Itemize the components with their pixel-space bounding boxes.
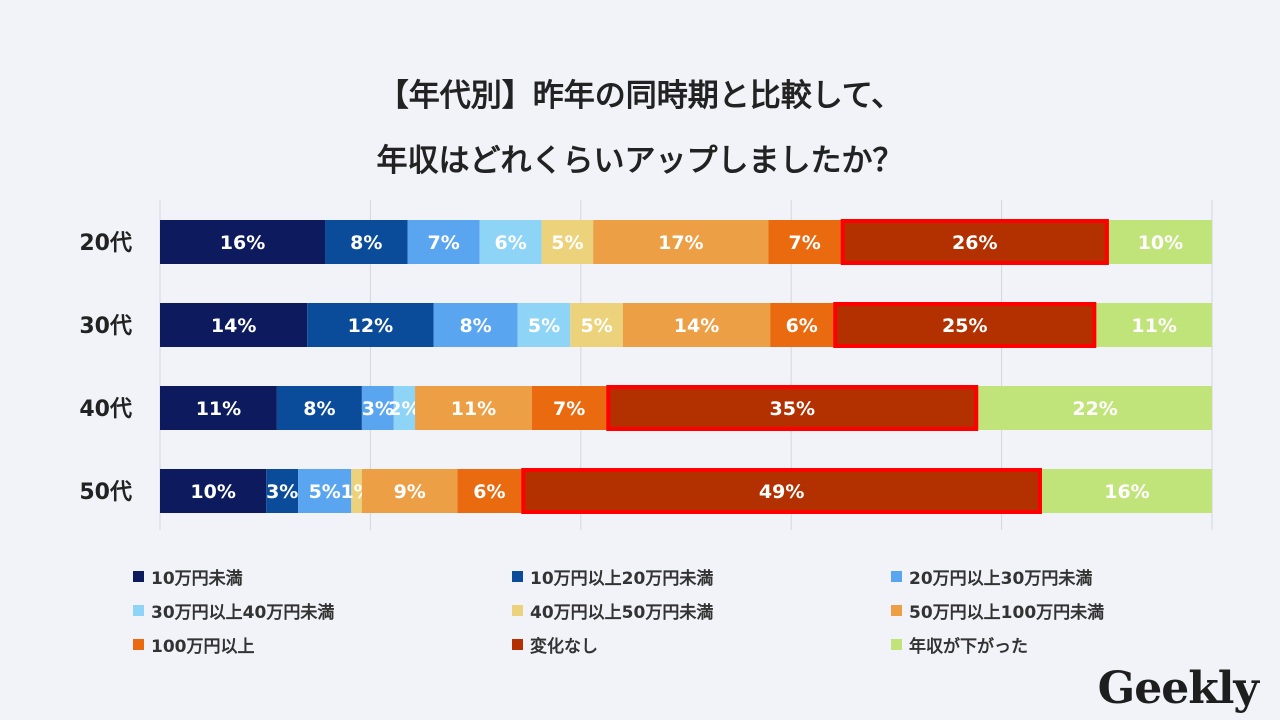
data-label: 7% [788,232,820,254]
bar-segment [361,386,394,430]
data-label: 6% [473,481,505,503]
bar-segment [160,220,326,264]
data-label: 11% [196,398,241,420]
data-label: 2% [388,398,420,420]
data-label: 7% [427,232,459,254]
bar-segment [457,469,522,513]
data-label: 5% [528,315,560,337]
data-label: 7% [553,398,585,420]
bar-segment [1041,469,1212,513]
bar-segment [517,303,571,347]
data-label: 8% [303,398,335,420]
bar-segment [622,303,771,347]
data-label: 10% [1138,232,1183,254]
data-label: 26% [952,232,997,254]
data-label: 5% [580,315,612,337]
highlight-outline [833,302,1097,348]
bar-segment [833,303,1097,347]
category-label: 40代 [79,397,132,422]
data-label: 3% [362,398,394,420]
data-label: 14% [674,315,719,337]
data-label: 8% [350,232,382,254]
data-label: 12% [348,315,393,337]
chart-title-line-1: 【年代別】昨年の同時期と比較して、 [377,78,903,114]
highlight-outline [521,468,1042,514]
data-label: 6% [786,315,818,337]
category-label: 50代 [79,480,132,505]
bar-segment [361,469,458,513]
data-label: 5% [309,481,341,503]
data-label: 3% [266,481,298,503]
data-label: 6% [495,232,527,254]
data-label: 35% [770,398,815,420]
bar-segment [266,469,299,513]
data-label: 16% [220,232,265,254]
bar-segment [768,220,841,264]
bar-segment [570,303,623,347]
data-label: 14% [211,315,256,337]
bar-segment [521,469,1042,513]
bar-segment [351,469,362,513]
category-label: 20代 [79,231,132,256]
bar-segment [593,220,769,264]
bar-segment [531,386,607,430]
data-label: 49% [759,481,804,503]
bar-segment [978,386,1212,430]
bar-segment [770,303,834,347]
bar-segment [160,386,277,430]
bar-segment [1096,303,1212,347]
data-label: 25% [942,315,987,337]
data-label: 16% [1104,481,1149,503]
bar-segment [415,386,532,430]
bar-segment [393,386,416,430]
chart-title-line-2: 年収はどれくらいアップしましたか？ [376,143,904,179]
category-label: 30代 [79,314,132,339]
data-label: 11% [1131,315,1176,337]
data-label: 9% [394,481,426,503]
highlight-outline [840,219,1109,265]
bar-segment [407,220,480,264]
data-label: 10% [190,481,235,503]
bar-segment [276,386,362,430]
data-label: 11% [451,398,496,420]
bar-segment [325,220,408,264]
geekly-logo: Geekly [1097,663,1259,714]
bar-segment [433,303,518,347]
bar-segment [1108,220,1212,264]
bar-segment [479,220,542,264]
bar-segment [160,469,267,513]
bar-segment [840,220,1109,264]
bar-segment [160,303,308,347]
data-label: 17% [658,232,703,254]
bar-segment [298,469,352,513]
data-label: 8% [459,315,491,337]
data-label: 22% [1072,398,1117,420]
bar-segment [606,386,979,430]
bar-segment [307,303,434,347]
data-label: 5% [551,232,583,254]
highlight-outline [606,385,979,431]
bar-segment [541,220,594,264]
